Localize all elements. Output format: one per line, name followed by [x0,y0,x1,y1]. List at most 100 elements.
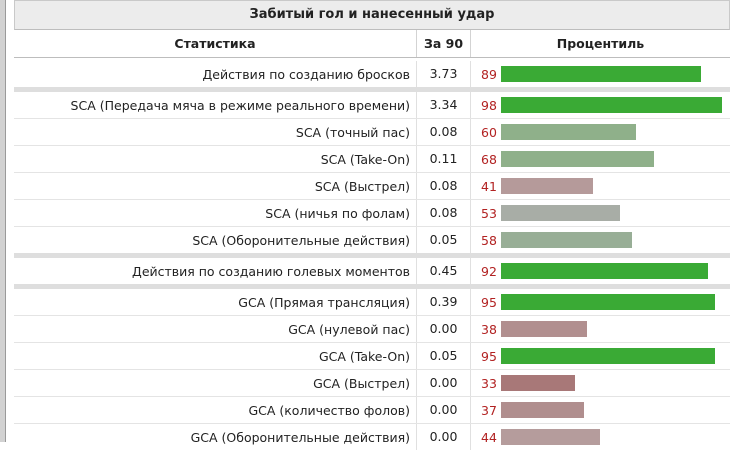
per90-value: 0.00 [416,424,471,450]
percentile-cell: 37 [471,397,730,423]
percentile-value: 58 [481,232,497,248]
stat-label: GCA (количество фолов) [248,402,410,418]
stat-label: GCA (Прямая трансляция) [238,294,410,310]
per90-value: 0.08 [416,200,471,226]
column-header-stat[interactable]: Статистика [174,36,256,51]
percentile-value: 60 [481,124,497,140]
table-row: GCA (Выстрел) 0.00 33 [14,370,730,397]
table-row: SCA (Оборонительные действия) 0.05 58 [14,227,730,253]
percentile-bar [501,178,593,194]
percentile-bar-track [501,97,726,113]
stat-label: Действия по созданию голевых моментов [132,263,410,279]
percentile-bar-track [501,263,726,279]
percentile-bar-track [501,66,726,82]
per90-value: 0.00 [416,397,471,423]
table-row: Действия по созданию бросков 3.73 89 [14,61,730,87]
percentile-cell: 44 [471,424,730,450]
table-row: SCA (ничья по фолам) 0.08 53 [14,200,730,227]
stat-label: Действия по созданию бросков [202,66,410,82]
column-header-per90[interactable]: За 90 [416,30,471,57]
percentile-value: 44 [481,429,497,445]
percentile-value: 68 [481,151,497,167]
per90-value: 0.11 [416,146,471,172]
per90-value: 0.45 [416,258,471,284]
percentile-bar [501,375,575,391]
percentile-value: 98 [481,97,497,113]
percentile-cell: 38 [471,316,730,342]
percentile-bar-track [501,321,726,337]
table-row: GCA (Take-On) 0.05 95 [14,343,730,370]
percentile-bar-track [501,151,726,167]
percentile-bar [501,66,701,82]
table-row: SCA (Выстрел) 0.08 41 [14,173,730,200]
stat-label: GCA (Оборонительные действия) [190,429,410,445]
percentile-bar [501,321,587,337]
percentile-cell: 41 [471,173,730,199]
window-left-frame [0,0,5,442]
percentile-value: 37 [481,402,497,418]
percentile-value: 33 [481,375,497,391]
percentile-table: Забитый гол и нанесенный удар Статистика… [14,0,730,450]
percentile-bar [501,232,632,248]
percentile-bar [501,402,584,418]
percentile-bar [501,151,654,167]
percentile-bar-track [501,205,726,221]
table-row: GCA (нулевой пас) 0.00 38 [14,316,730,343]
table-row: Действия по созданию голевых моментов 0.4… [14,258,730,284]
percentile-bar-track [501,375,726,391]
per90-value: 0.08 [416,119,471,145]
percentile-bar-track [501,348,726,364]
column-header-percentile[interactable]: Процентиль [556,36,645,51]
percentile-value: 95 [481,348,497,364]
percentile-value: 95 [481,294,497,310]
percentile-bar [501,294,715,310]
percentile-value: 89 [481,66,497,82]
table-header: Статистика За 90 Процентиль [14,30,730,58]
table-row: GCA (количество фолов) 0.00 37 [14,397,730,424]
per90-value: 0.08 [416,173,471,199]
group-separator [14,87,730,92]
percentile-cell: 60 [471,119,730,145]
per90-value: 0.05 [416,343,471,369]
percentile-bar-track [501,294,726,310]
window-left-frame-border [5,0,6,442]
table-row: SCA (Передача мяча в режиме реального вр… [14,92,730,119]
stat-label: SCA (точный пас) [295,124,410,140]
per90-value: 0.00 [416,316,471,342]
per90-value: 0.05 [416,227,471,253]
group-separator [14,253,730,258]
stat-label: SCA (ничья по фолам) [265,205,410,221]
per90-value: 3.34 [416,92,471,118]
percentile-cell: 68 [471,146,730,172]
percentile-bar [501,263,708,279]
table-row: GCA (Оборонительные действия) 0.00 44 [14,424,730,450]
percentile-cell: 92 [471,258,730,284]
table-title: Забитый гол и нанесенный удар [14,0,730,30]
percentile-bar-track [501,178,726,194]
stat-label: GCA (нулевой пас) [288,321,410,337]
stat-label: SCA (Выстрел) [314,178,410,194]
percentile-value: 41 [481,178,497,194]
table-body: Действия по созданию бросков 3.73 89 SCA (П… [14,58,730,450]
percentile-cell: 95 [471,343,730,369]
percentile-cell: 95 [471,289,730,315]
percentile-bar-track [501,232,726,248]
per90-value: 0.00 [416,370,471,396]
percentile-bar [501,97,722,113]
table-row: SCA (Take-On) 0.11 68 [14,146,730,173]
percentile-bar [501,429,600,445]
percentile-bar [501,205,620,221]
stat-label: SCA (Оборонительные действия) [192,232,410,248]
percentile-value: 92 [481,263,497,279]
percentile-bar [501,348,715,364]
stat-label: GCA (Выстрел) [313,375,410,391]
table-row: SCA (точный пас) 0.08 60 [14,119,730,146]
percentile-cell: 53 [471,200,730,226]
percentile-cell: 98 [471,92,730,118]
percentile-bar-track [501,402,726,418]
stat-label: GCA (Take-On) [318,348,410,364]
stat-label: SCA (Передача мяча в режиме реального вр… [70,97,410,113]
percentile-value: 53 [481,205,497,221]
percentile-bar [501,124,636,140]
percentile-cell: 58 [471,227,730,253]
